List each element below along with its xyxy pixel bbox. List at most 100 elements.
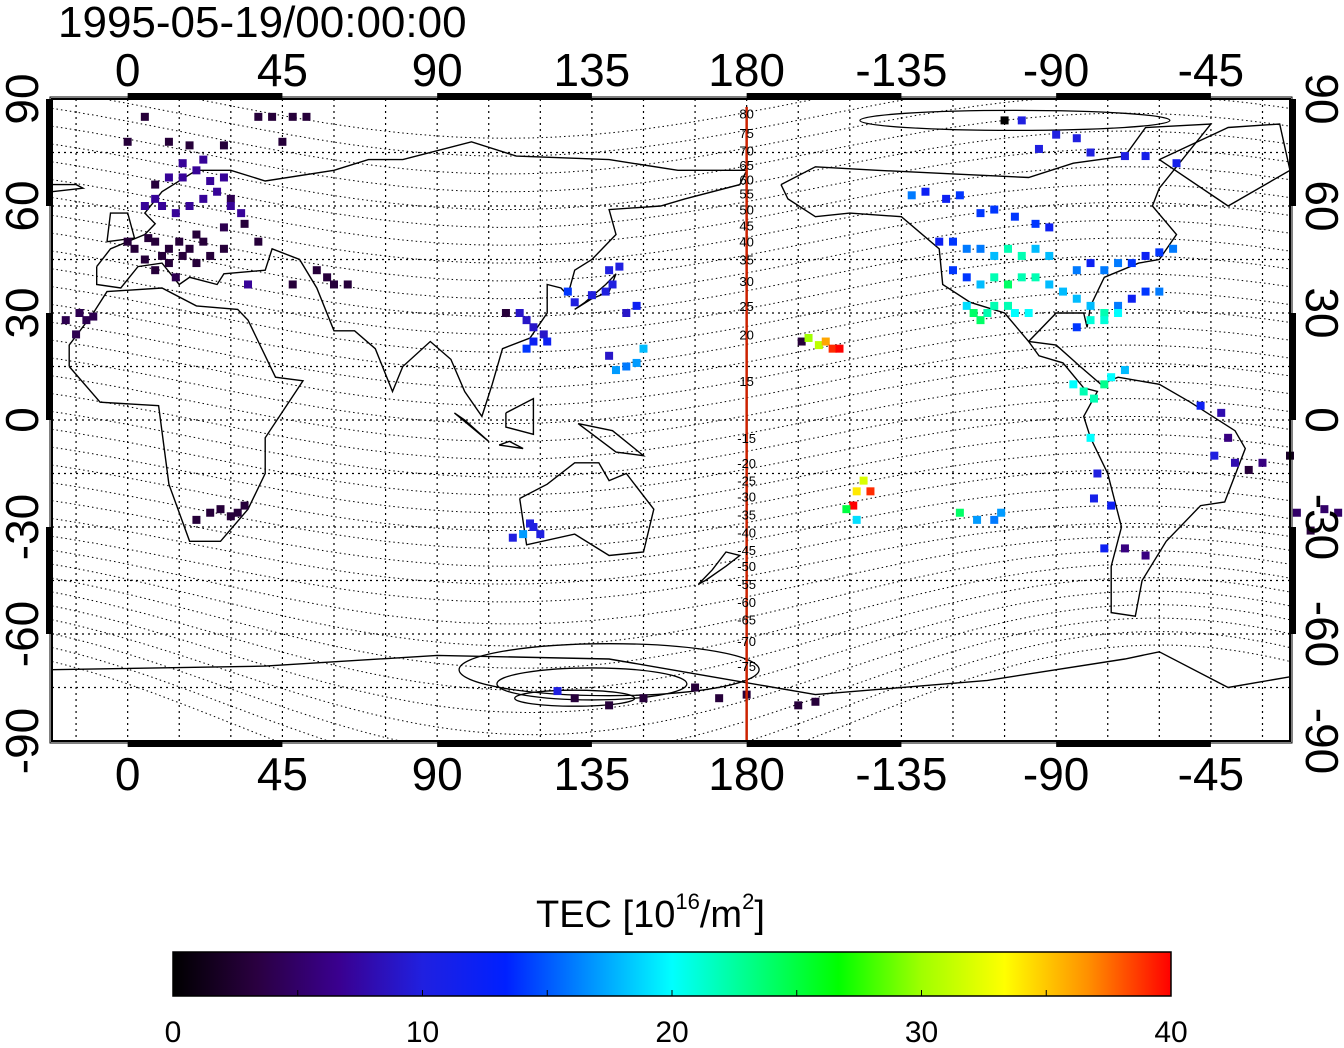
axis-scale-bar — [437, 93, 592, 99]
tec-observation-point — [526, 519, 535, 528]
top-longitude-tick-label: 0 — [115, 44, 141, 96]
tec-observation-point — [611, 366, 620, 375]
tec-observation-point — [969, 309, 978, 317]
colorbar-title: TEC [1016/m2] — [536, 889, 765, 938]
left-latitude-tick-label: 90 — [0, 73, 48, 124]
tec-observation-point — [199, 155, 208, 164]
contour-line — [52, 644, 1290, 741]
tec-observation-point — [1000, 116, 1009, 125]
tec-observation-point — [254, 237, 263, 246]
tec-observation-point — [1052, 130, 1061, 139]
tec-observation-point — [1031, 273, 1040, 282]
contour-label: 55 — [739, 187, 753, 202]
bottom-longitude-tick-label: -90 — [1023, 748, 1089, 800]
map-plot-area: 8075706560555045403530252015-15-20-25-30… — [0, 44, 1344, 800]
colorbar-title-unit-exponent: 2 — [742, 889, 755, 914]
tec-observation-point — [828, 344, 837, 353]
tec-observation-point — [192, 259, 201, 268]
tec-observation-point — [1120, 366, 1129, 375]
contour-line — [52, 590, 1290, 713]
tec-observation-point — [1017, 273, 1026, 282]
tec-observation-point — [219, 244, 228, 253]
tec-observation-point — [278, 137, 287, 146]
tec-observation-point — [268, 112, 277, 121]
tec-observation-point — [219, 141, 228, 150]
tec-observation-point — [1034, 144, 1043, 153]
right-latitude-tick-label: -60 — [1296, 601, 1344, 667]
contour-label: -65 — [737, 613, 756, 628]
axis-scale-bar — [1290, 99, 1296, 206]
contour-line — [52, 291, 1290, 371]
tec-observation-point — [123, 137, 132, 146]
tec-observation-point — [639, 694, 648, 703]
tec-observation-point — [1244, 465, 1253, 474]
tec-observation-point — [1334, 508, 1343, 517]
tec-observation-point — [990, 273, 999, 282]
right-latitude-tick-label: 30 — [1296, 287, 1344, 338]
tec-observation-point — [955, 191, 964, 200]
contour-label: 20 — [739, 327, 753, 342]
tec-observation-point — [1100, 309, 1109, 317]
left-latitude-tick-label: -60 — [0, 601, 48, 667]
tec-observation-point — [1072, 134, 1081, 143]
tec-observation-point — [233, 508, 242, 517]
tec-observation-point — [1155, 287, 1164, 296]
tec-observation-point — [519, 530, 528, 539]
tec-observation-point — [192, 166, 201, 175]
contour-label: -55 — [737, 577, 756, 592]
tec-observation-point — [1127, 294, 1136, 303]
tec-observation-point — [1086, 148, 1095, 157]
tec-observation-point — [185, 244, 194, 253]
tec-observation-point — [164, 137, 173, 146]
contour-line — [52, 184, 1290, 264]
tec-observation-point — [615, 262, 624, 271]
top-longitude-tick-label: 90 — [412, 44, 463, 96]
colorbar-title-exponent: 16 — [675, 889, 700, 914]
contour-label: -15 — [737, 431, 756, 446]
tec-observation-point — [1072, 266, 1081, 275]
tec-observation-point — [254, 112, 263, 121]
coastline-outline — [577, 422, 646, 457]
coastline-outline — [697, 551, 742, 585]
left-latitude-tick-label: -90 — [0, 708, 48, 774]
tec-observation-point — [866, 487, 875, 496]
tec-observation-point — [1306, 526, 1315, 535]
tec-observation-point — [1224, 433, 1233, 442]
tec-observation-point — [990, 301, 999, 310]
tec-observation-point — [1079, 387, 1088, 396]
top-longitude-tick-label: -45 — [1178, 44, 1244, 96]
contour-label: -45 — [737, 543, 756, 558]
tec-observation-point — [226, 194, 235, 203]
left-latitude-tick-label: 0 — [0, 407, 48, 433]
tec-observation-point — [1114, 309, 1123, 317]
contour-label: -75 — [737, 659, 756, 674]
tec-observation-point — [1093, 469, 1102, 478]
tec-observation-point — [1120, 544, 1129, 553]
contour-label: 80 — [739, 106, 753, 121]
contour-line — [52, 604, 1290, 736]
tec-observation-point — [1196, 401, 1205, 410]
tec-observation-point — [206, 251, 215, 260]
tec-observation-point — [140, 112, 149, 121]
contour-label: 60 — [739, 172, 753, 187]
tec-observation-point — [715, 694, 724, 703]
tec-observation-point — [1010, 212, 1019, 221]
tec-observation-point — [329, 280, 338, 289]
colorbar-title-close: ] — [754, 894, 765, 936]
contour-line — [52, 563, 1290, 669]
tec-observation-point — [1086, 259, 1095, 268]
contour-line — [52, 451, 1290, 532]
tec-observation-point — [1141, 287, 1150, 296]
tec-observation-point — [587, 291, 596, 300]
tec-observation-point — [1114, 259, 1123, 268]
tec-observation-point — [171, 209, 180, 218]
tec-observation-point — [123, 237, 132, 246]
top-longitude-tick-label: 135 — [554, 44, 631, 96]
tec-observation-point — [605, 351, 614, 360]
bottom-longitude-tick-label: -45 — [1178, 748, 1244, 800]
tec-observation-point — [244, 280, 253, 289]
tec-observation-point — [1172, 159, 1181, 168]
tec-observation-point — [151, 266, 160, 275]
tec-observation-point — [144, 234, 153, 243]
tec-observation-point — [288, 280, 297, 289]
